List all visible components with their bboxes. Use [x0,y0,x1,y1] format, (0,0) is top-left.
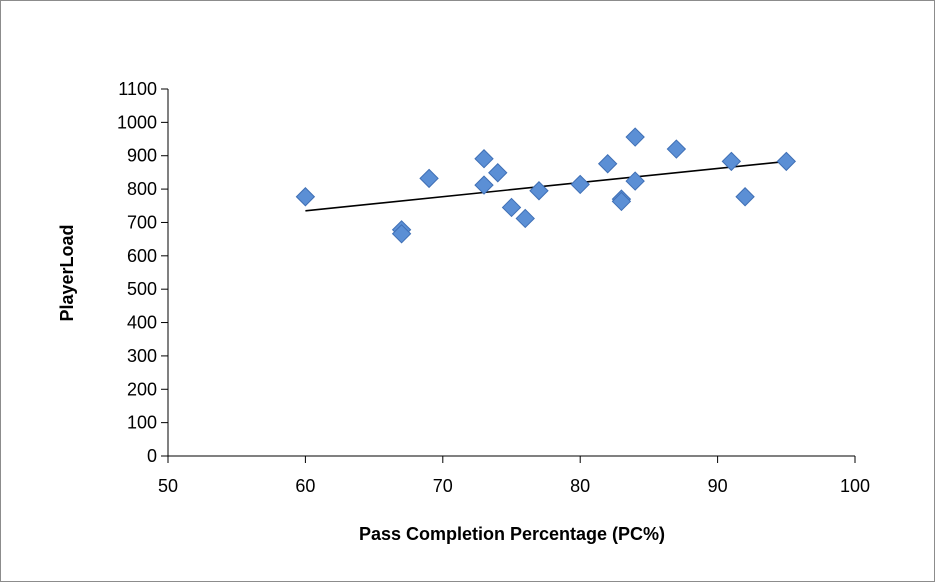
y-tick-label: 400 [127,313,157,333]
data-point [611,191,632,212]
y-tick-label: 100 [127,413,157,433]
data-point [474,175,494,195]
y-tick-label: 900 [127,146,157,166]
data-point [666,139,687,159]
x-tick-label: 70 [433,476,453,496]
data-point [488,163,508,183]
points-layer [295,127,797,244]
data-point [501,197,522,218]
y-tick-label: 700 [127,212,157,232]
x-tick-label: 80 [570,476,590,496]
y-axis-title: PlayerLoad [57,224,77,321]
trendline-layer [305,160,787,212]
data-point [597,154,618,174]
y-tick-label: 800 [127,179,157,199]
data-point [529,181,549,201]
data-point [474,149,494,169]
data-point [721,151,742,172]
x-tick-label: 50 [158,476,178,496]
trendline [305,160,787,212]
y-tick-label: 300 [127,346,157,366]
data-point [625,127,645,147]
y-tick-label: 0 [147,446,157,466]
data-point [735,187,755,207]
data-point [295,187,316,207]
data-point [515,208,535,229]
data-point [776,151,797,172]
y-tick-label: 500 [127,279,157,299]
axes: 0 100 200 300 400 500 600 700 800 900 1000 1100 50 60… [117,79,870,496]
y-tick-label: 1100 [118,79,157,99]
y-tick-label: 200 [127,379,157,399]
data-point [419,168,439,189]
data-point [570,174,590,195]
y-tick-label: 1000 [117,112,157,132]
y-tick-label: 600 [127,246,157,266]
x-axis-title: Pass Completion Percentage (PC%) [359,524,665,544]
data-point [625,171,645,191]
x-tick-label: 100 [840,476,870,496]
x-tick-label: 90 [708,476,728,496]
data-point [391,224,412,244]
x-tick-label: 60 [295,476,315,496]
